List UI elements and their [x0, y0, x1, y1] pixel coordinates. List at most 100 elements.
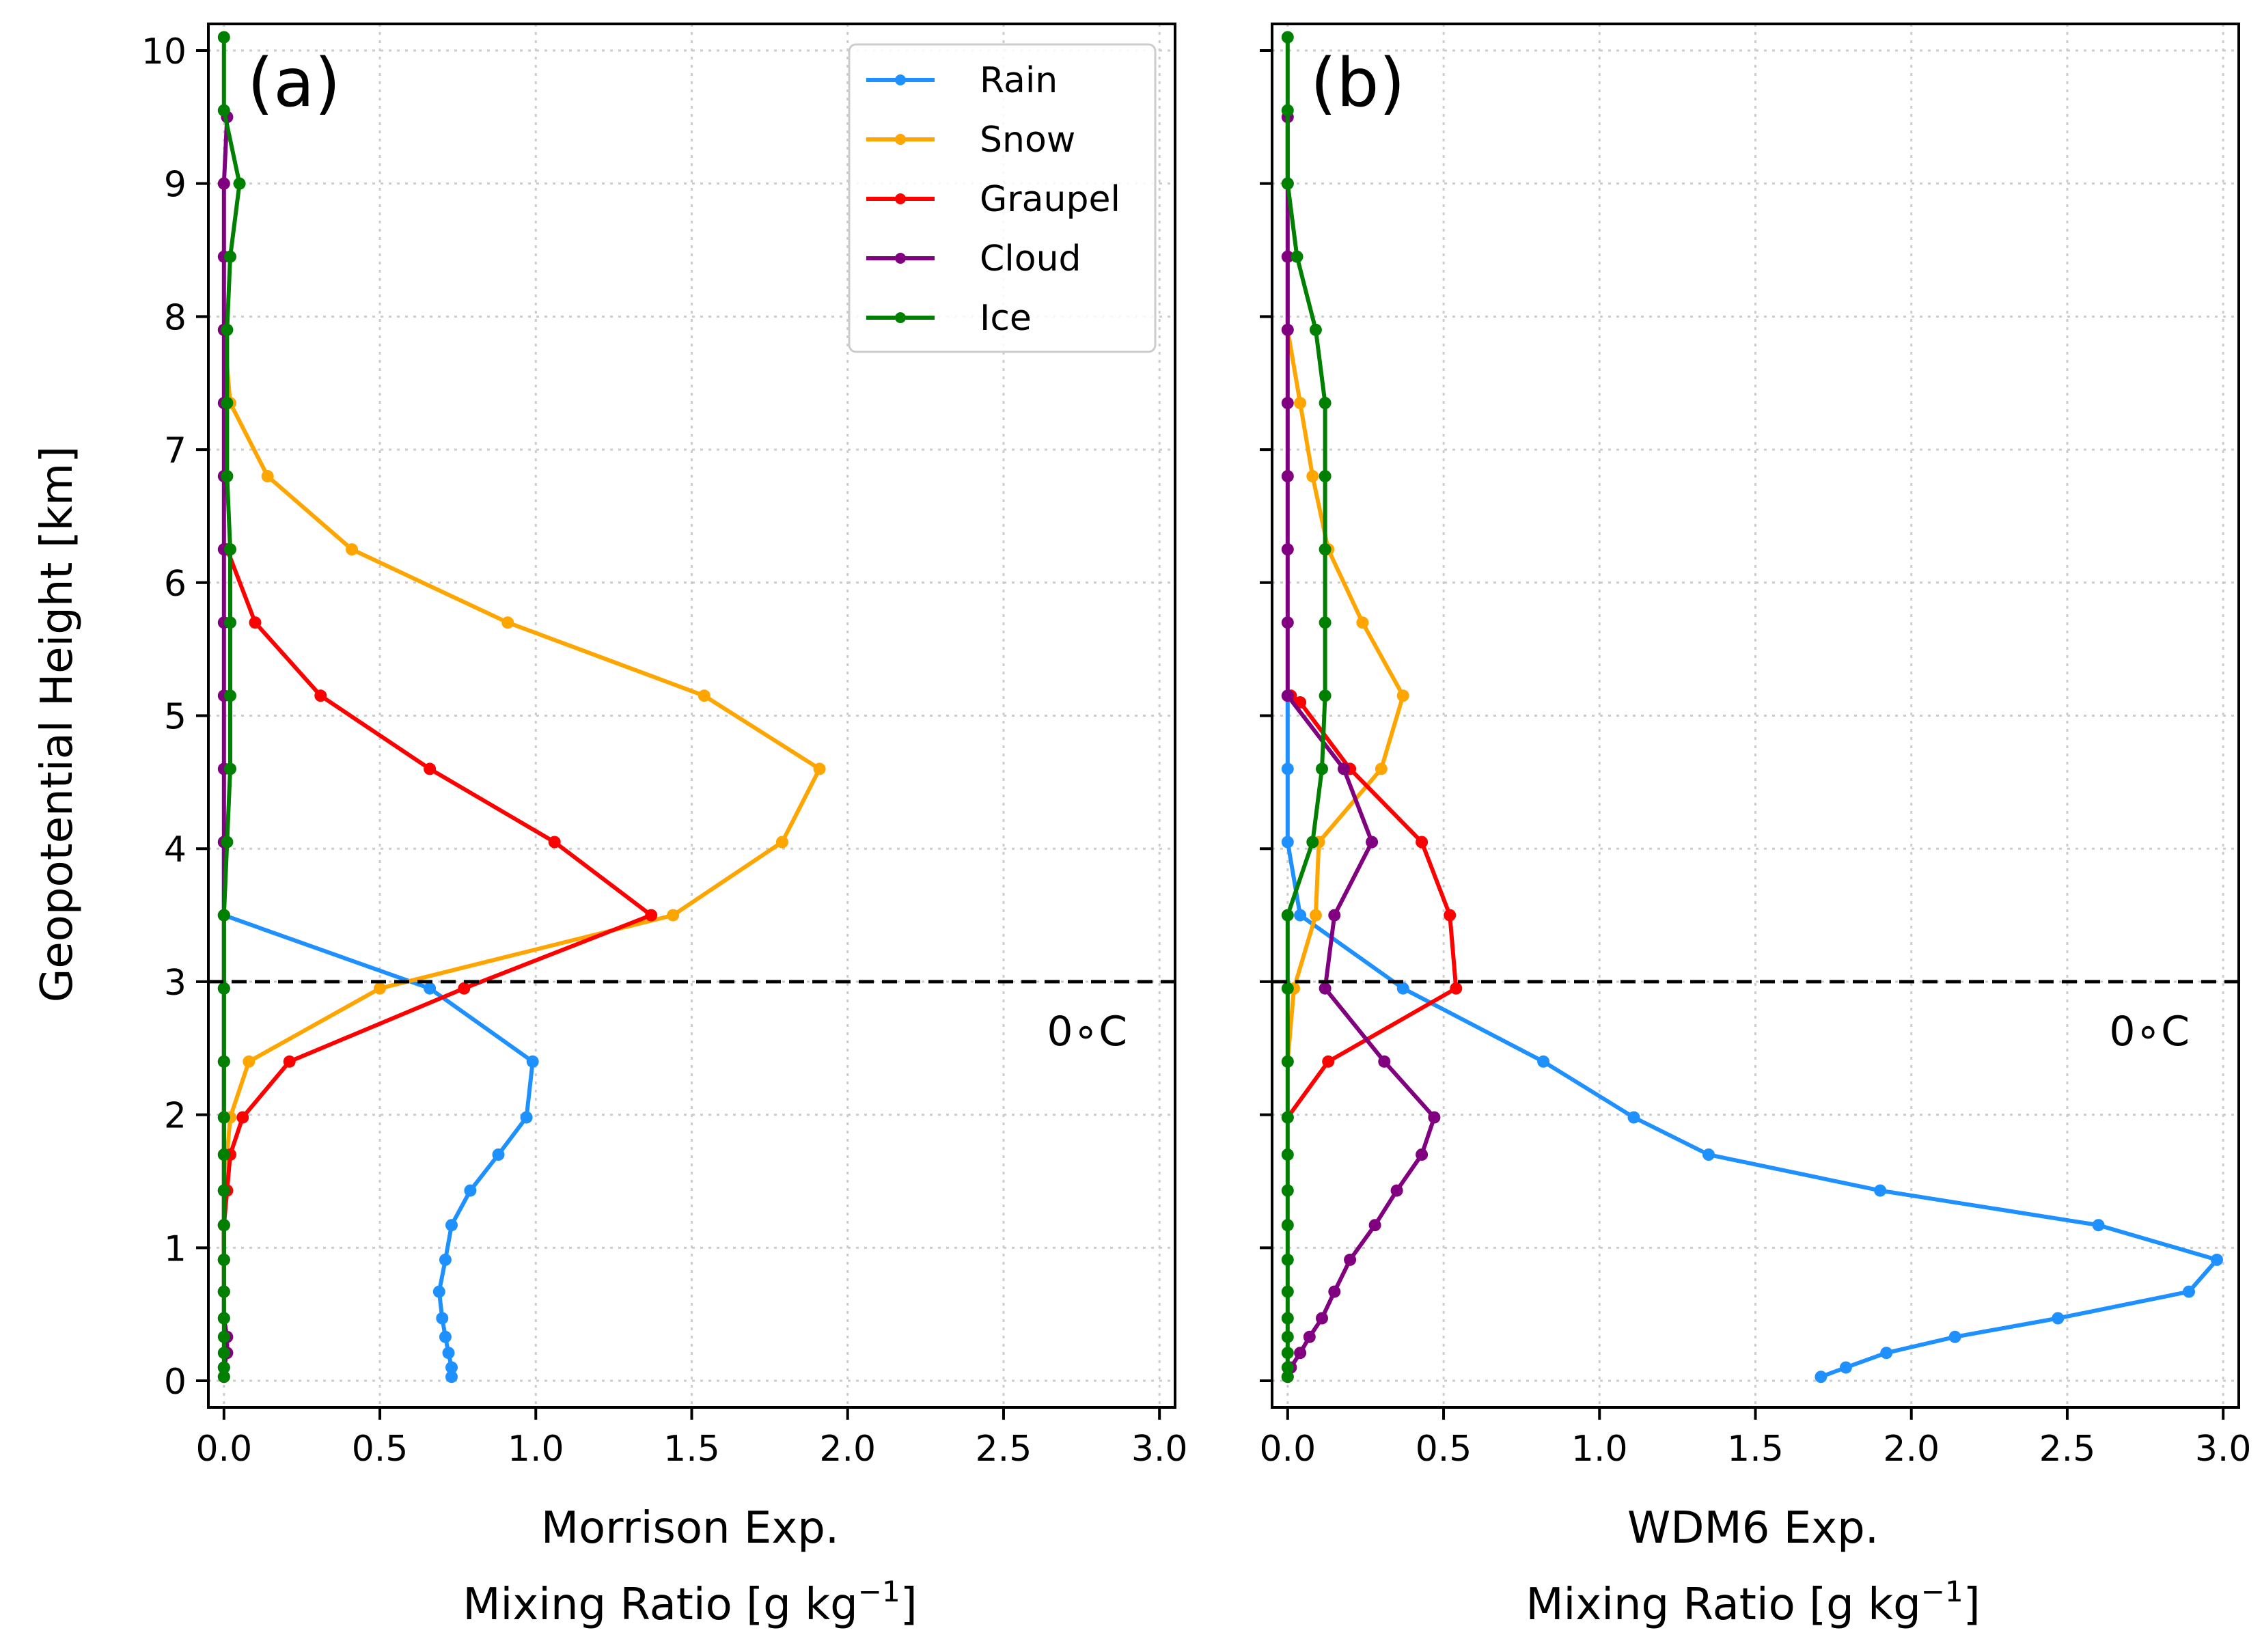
- panel-b-series-cloud: [1281, 111, 1441, 1383]
- panel-a-point-ice-9: [224, 689, 236, 702]
- panel-a-point-cloud-1: [217, 177, 230, 190]
- legend-marker-ice: [895, 312, 906, 323]
- panel-b-point-rain-7: [1702, 1148, 1715, 1161]
- panel-b-line-snow: [1285, 256, 1405, 1062]
- panel-a-point-ice-18: [217, 1219, 230, 1232]
- legend-marker-graupel: [895, 193, 906, 204]
- panel-a-point-ice-3: [224, 250, 236, 263]
- legend-entry-graupel: Graupel: [866, 179, 1120, 220]
- panel-a-point-rain-11: [439, 1330, 452, 1343]
- panel-a-point-ice-20: [217, 1285, 230, 1298]
- legend-box: [848, 43, 1157, 353]
- panel-b-point-ice-19: [1281, 1253, 1294, 1266]
- panel-a-point-snow-4: [501, 616, 514, 629]
- panel-a-ytick-label-8: 8: [164, 297, 187, 338]
- panel-a-point-snow-7: [775, 836, 788, 849]
- panel-b-point-ice-11: [1306, 836, 1319, 849]
- panel-a-point-ice-11: [221, 836, 234, 849]
- panel-a-x-ticks: 0.0 0.5 1.0 1.5 2.0 2.5 3.0: [195, 1407, 1188, 1470]
- panel-b-point-ice-4: [1309, 323, 1322, 336]
- panel-b-point-ice-0: [1281, 31, 1294, 44]
- panel-b-point-cloud-14: [1428, 1111, 1441, 1124]
- legend-marker-rain: [895, 74, 906, 85]
- panel-b-point-rain-2: [1281, 836, 1294, 849]
- panel-a-xlabel-exponent: −1: [858, 1575, 900, 1608]
- panel-b-point-cloud-18: [1344, 1253, 1357, 1266]
- panel-a-xlabel-line2: Mixing Ratio [g kg−1]: [463, 1575, 917, 1630]
- panel-a-point-graupel-7: [283, 1055, 296, 1068]
- panel-a-point-ice-13: [217, 982, 230, 995]
- panel-a-point-graupel-6: [458, 982, 471, 995]
- panel-b-xlabel-line1: WDM6 Exp.: [1627, 1503, 1879, 1554]
- panel-a-series-ice: [217, 31, 246, 1383]
- panel-b-xtick-label-1: 0.5: [1416, 1429, 1472, 1470]
- panel-a-point-rain-10: [436, 1312, 449, 1325]
- panel-b-point-ice-5: [1319, 396, 1332, 409]
- panel-a-point-graupel-5: [645, 909, 658, 922]
- panel-b-point-rain-9: [2092, 1219, 2105, 1232]
- panel-a-xtick-label-5: 2.5: [976, 1429, 1032, 1470]
- panel-b-point-rain-14: [1880, 1347, 1893, 1360]
- panel-a-xtick-label-6: 3.0: [1131, 1429, 1188, 1470]
- panel-b-xtick-label-0: 0.0: [1259, 1429, 1316, 1470]
- panel-a-point-ice-17: [217, 1184, 230, 1197]
- panel-b-point-snow-9: [1309, 909, 1322, 922]
- legend-marker-cloud: [895, 253, 906, 264]
- panel-a-ytick-label-7: 7: [164, 430, 187, 471]
- panel-b-point-graupel-6: [1322, 1055, 1335, 1068]
- panel-b-series-ice: [1281, 31, 1332, 1383]
- panel-b-point-cloud-3: [1281, 323, 1294, 336]
- panel-b-xtick-label-3: 1.5: [1727, 1429, 1784, 1470]
- panel-b-point-ice-3: [1291, 250, 1304, 263]
- panel-b-point-cloud-13: [1378, 1055, 1391, 1068]
- panel-b-point-cloud-11: [1328, 909, 1341, 922]
- legend: Rain Snow Graupel Cloud Ice: [848, 43, 1157, 353]
- panel-a: 0.0 0.5 1.0 1.5 2.0 2.5 3.0 0 1 2 3 4 5 6 7 8 9 10 (a) 0…: [32, 23, 1188, 1630]
- panel-a-point-ice-16: [217, 1148, 230, 1161]
- legend-entry-ice: Ice: [866, 298, 1032, 339]
- panel-a-point-rain-14: [445, 1371, 458, 1383]
- panel-b-point-ice-13: [1281, 982, 1294, 995]
- panel-a-ytick-label-1: 1: [164, 1228, 187, 1269]
- panel-a-point-snow-9: [374, 982, 386, 995]
- panel-b-xlabel-line2-end: ]: [1963, 1580, 1981, 1630]
- panel-a-ytick-label-10: 10: [141, 31, 187, 72]
- panel-a-xtick-label-0: 0.0: [195, 1429, 252, 1470]
- panel-a-point-ice-15: [217, 1111, 230, 1124]
- panel-b-freezing-label: 0∘C: [2109, 1008, 2190, 1056]
- panel-b-point-ice-16: [1281, 1148, 1294, 1161]
- panel-b-point-cloud-21: [1303, 1330, 1316, 1343]
- panel-a-ytick-label-5: 5: [164, 697, 187, 738]
- panel-b-point-rain-8: [1874, 1184, 1887, 1197]
- panel-a-point-ice-2: [233, 177, 246, 190]
- panel-a-ytick-label-6: 6: [164, 564, 187, 605]
- panel-a-point-rain-5: [492, 1148, 505, 1161]
- panel-a-xtick-label-3: 1.5: [663, 1429, 720, 1470]
- panel-b-point-graupel-3: [1416, 836, 1429, 849]
- panel-b-point-cloud-15: [1416, 1148, 1429, 1161]
- panel-b-y-ticks: [1260, 49, 1272, 1383]
- panel-a-point-snow-2: [261, 470, 274, 482]
- legend-label-ice: Ice: [980, 298, 1032, 339]
- panel-b-point-graupel-4: [1444, 909, 1457, 922]
- panel-b-point-ice-21: [1281, 1312, 1294, 1325]
- panel-a-point-ice-23: [217, 1347, 230, 1360]
- panel-a-point-ice-12: [217, 909, 230, 922]
- panel-a-label: (a): [247, 44, 341, 122]
- panel-b-xtick-label-4: 2.0: [1883, 1429, 1940, 1470]
- panel-a-ytick-label-4: 4: [164, 829, 187, 870]
- panel-b-xlabel-line2: Mixing Ratio [g kg−1]: [1526, 1575, 1980, 1630]
- panel-a-point-snow-10: [243, 1055, 256, 1068]
- panel-b-point-ice-12: [1281, 909, 1294, 922]
- panel-b-point-ice-7: [1319, 543, 1332, 556]
- panel-b-label: (b): [1310, 44, 1405, 122]
- panel-b-point-ice-9: [1319, 689, 1332, 702]
- panel-b-point-graupel-5: [1450, 982, 1463, 995]
- legend-entry-rain: Rain: [866, 60, 1058, 101]
- legend-entry-cloud: Cloud: [866, 238, 1081, 279]
- panel-b-point-rain-16: [1815, 1371, 1827, 1383]
- panel-a-point-ice-6: [221, 470, 234, 482]
- panel-b-point-rain-12: [2052, 1312, 2065, 1325]
- panel-b-point-cloud-4: [1281, 396, 1294, 409]
- panel-b-point-ice-10: [1316, 762, 1328, 775]
